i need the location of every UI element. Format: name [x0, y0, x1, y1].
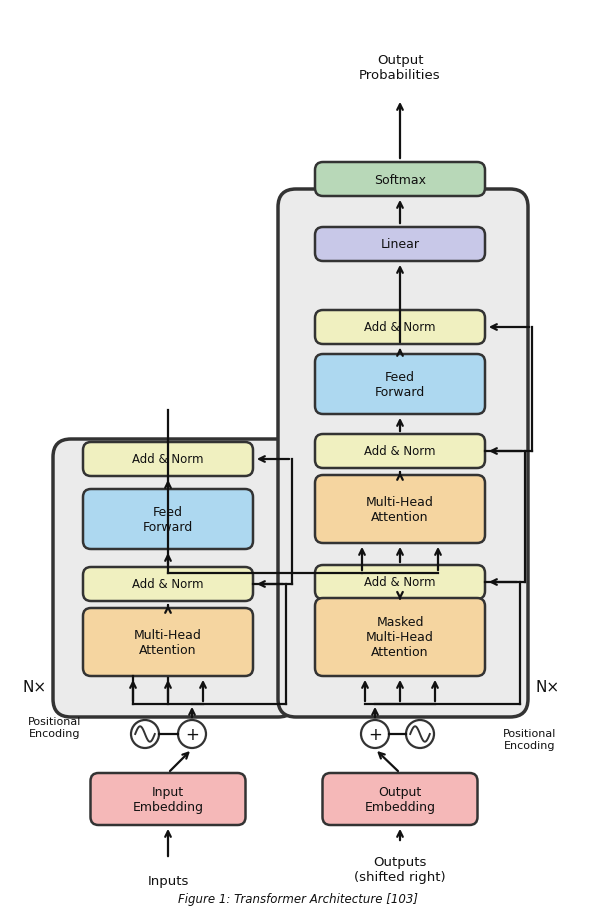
Text: Multi-Head
Attention: Multi-Head Attention — [134, 629, 202, 656]
FancyBboxPatch shape — [315, 163, 485, 197]
Text: Positional
Encoding: Positional Encoding — [29, 716, 82, 738]
FancyBboxPatch shape — [315, 566, 485, 599]
Text: Add & Norm: Add & Norm — [132, 453, 204, 466]
Text: +: + — [185, 725, 199, 743]
FancyBboxPatch shape — [315, 311, 485, 344]
Circle shape — [406, 721, 434, 748]
Text: Add & Norm: Add & Norm — [364, 445, 436, 458]
FancyBboxPatch shape — [278, 189, 528, 717]
FancyBboxPatch shape — [315, 228, 485, 261]
Text: Output
Embedding: Output Embedding — [365, 785, 436, 814]
Text: +: + — [368, 725, 382, 743]
Text: Figure 1: Transformer Architecture [103]: Figure 1: Transformer Architecture [103] — [178, 893, 418, 906]
FancyBboxPatch shape — [315, 354, 485, 415]
Circle shape — [178, 721, 206, 748]
FancyBboxPatch shape — [322, 773, 477, 825]
Text: Multi-Head
Attention: Multi-Head Attention — [366, 496, 434, 524]
Text: Add & Norm: Add & Norm — [364, 322, 436, 334]
Text: N×: N× — [23, 680, 47, 695]
FancyBboxPatch shape — [315, 435, 485, 468]
FancyBboxPatch shape — [83, 568, 253, 601]
FancyBboxPatch shape — [315, 476, 485, 543]
FancyBboxPatch shape — [83, 489, 253, 549]
Text: Positional
Encoding: Positional Encoding — [503, 729, 557, 750]
Text: Softmax: Softmax — [374, 173, 426, 186]
Circle shape — [361, 721, 389, 748]
Text: Input
Embedding: Input Embedding — [132, 785, 203, 814]
FancyBboxPatch shape — [83, 609, 253, 676]
Text: Output
Probabilities: Output Probabilities — [359, 54, 441, 82]
FancyBboxPatch shape — [83, 443, 253, 476]
Text: Add & Norm: Add & Norm — [132, 578, 204, 591]
Text: Feed
Forward: Feed Forward — [143, 506, 193, 534]
Text: Add & Norm: Add & Norm — [364, 576, 436, 589]
Text: Outputs
(shifted right): Outputs (shifted right) — [354, 855, 446, 883]
Text: Inputs: Inputs — [147, 875, 189, 887]
Text: Masked
Multi-Head
Attention: Masked Multi-Head Attention — [366, 616, 434, 659]
Text: Feed
Forward: Feed Forward — [375, 371, 425, 398]
FancyBboxPatch shape — [315, 599, 485, 676]
Text: N×: N× — [536, 680, 560, 695]
FancyBboxPatch shape — [91, 773, 246, 825]
FancyBboxPatch shape — [53, 439, 296, 717]
Circle shape — [131, 721, 159, 748]
Text: Linear: Linear — [380, 239, 420, 251]
